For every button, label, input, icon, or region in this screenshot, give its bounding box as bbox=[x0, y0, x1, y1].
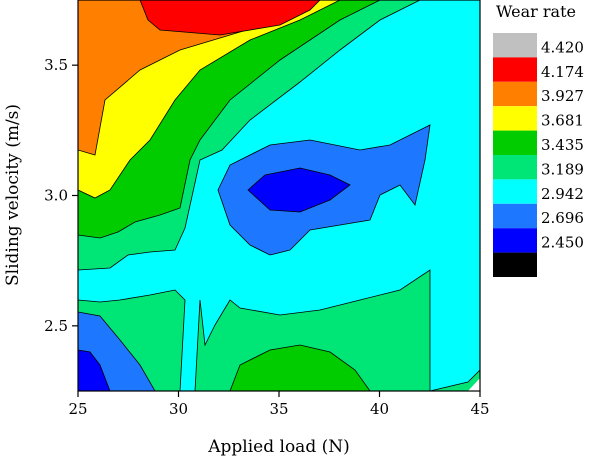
legend-swatch bbox=[493, 81, 537, 107]
legend-level-label: 3.435 bbox=[541, 136, 584, 154]
legend-level-label: 2.450 bbox=[541, 234, 584, 252]
legend-title: Wear rate bbox=[496, 2, 576, 21]
legend-level-label: 2.696 bbox=[541, 209, 584, 227]
y-axis-label: Sliding velocity (m/s) bbox=[3, 104, 23, 286]
legend-swatch bbox=[493, 228, 537, 253]
contour-edge-right bbox=[468, 378, 480, 391]
x-tick-label: 25 bbox=[68, 400, 87, 418]
legend-swatch bbox=[493, 252, 537, 277]
x-axis-label: Applied load (N) bbox=[207, 437, 350, 457]
contour-band-3927 bbox=[78, 0, 311, 156]
legend-swatch bbox=[493, 57, 537, 82]
legend-level-label: 3.681 bbox=[541, 112, 584, 130]
x-axis: 25 30 35 40 45 bbox=[68, 391, 490, 418]
legend-swatch bbox=[493, 33, 537, 58]
legend-swatch bbox=[493, 106, 537, 131]
legend-swatch bbox=[493, 130, 537, 155]
y-tick-label: 2.5 bbox=[44, 317, 68, 335]
contour-fills bbox=[78, 0, 480, 391]
legend-level-label: 4.420 bbox=[541, 38, 584, 56]
legend-swatch bbox=[493, 179, 537, 204]
x-tick-label: 45 bbox=[470, 400, 489, 418]
x-tick-label: 30 bbox=[169, 400, 188, 418]
legend-level-label: 2.942 bbox=[541, 185, 584, 203]
legend-swatch bbox=[493, 155, 537, 180]
y-tick-label: 3.0 bbox=[44, 187, 68, 205]
y-axis: 2.5 3.0 3.5 bbox=[44, 56, 78, 335]
legend: 4.420 4.174 3.927 3.681 3.435 3.189 2.942 2.696… bbox=[493, 33, 584, 277]
legend-level-label: 3.189 bbox=[541, 160, 584, 178]
legend-level-label: 3.927 bbox=[541, 87, 584, 105]
contour-band-2450 bbox=[247, 167, 351, 213]
x-tick-label: 40 bbox=[370, 400, 389, 418]
contour-band-3435-bottom bbox=[229, 344, 371, 391]
x-tick-label: 35 bbox=[269, 400, 288, 418]
contour-band-lowest-left bbox=[78, 349, 111, 391]
contour-band-4174 bbox=[139, 0, 321, 36]
legend-level-label: 4.174 bbox=[541, 63, 584, 81]
legend-swatch bbox=[493, 203, 537, 229]
y-tick-label: 3.5 bbox=[44, 56, 68, 74]
